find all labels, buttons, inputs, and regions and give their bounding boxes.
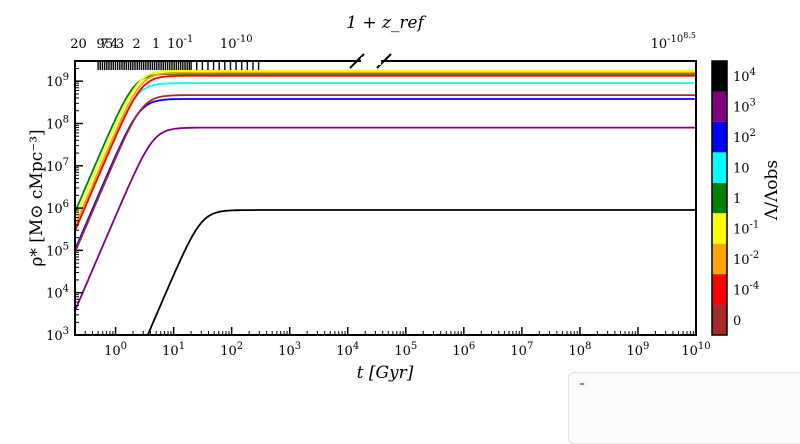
colorbar-swatch [712, 304, 727, 335]
y-tick-label: 108 [46, 114, 69, 132]
axis-break-mark [376, 53, 392, 69]
x-tick-label: 104 [336, 341, 359, 359]
colorbar-swatch [712, 182, 727, 214]
series-line [75, 94, 695, 253]
y-tick-label: 105 [46, 241, 69, 259]
x-tick-label: 107 [510, 341, 533, 359]
top-tick-label: 1 [152, 37, 160, 52]
x-tick-label: 102 [220, 341, 243, 359]
colorbar-tick-label: 102 [733, 128, 756, 146]
top-tick-label: 7 [100, 37, 108, 52]
top-tick-label: 10-10 [220, 34, 253, 52]
y-tick-label: 104 [46, 284, 69, 302]
top-tick-label: 3 [116, 37, 124, 52]
y-tick-label: 107 [46, 157, 69, 175]
series-group [75, 69, 695, 335]
colorbar-swatch [712, 243, 727, 275]
x-tick-label: 101 [162, 341, 185, 359]
colorbar-tick-label: 103 [733, 98, 756, 116]
y-axis: 103 104 105 106 107 108 109 [46, 60, 83, 344]
colorbar-swatch [712, 152, 727, 183]
colorbar-tick-label: 10-1 [733, 219, 759, 237]
y-tick-label: 109 [46, 72, 69, 90]
series-line [75, 74, 695, 232]
colorbar-frame [711, 60, 728, 336]
panel-marker [580, 383, 584, 385]
top-tick-label: 4 [110, 37, 118, 52]
y-axis-label: ρ* [M⊙ cMpc⁻³] [27, 129, 47, 266]
colorbar-swatch [712, 61, 727, 92]
colorbar-swatch [712, 121, 727, 153]
top-tick-label: 20 [70, 37, 87, 52]
x-axis-label: t [Gyr] [357, 363, 414, 383]
series-line [75, 72, 695, 213]
chart: 100 101 102 103 104 105 106 107 108 109 1010 10310… [27, 13, 782, 383]
colorbar-tick-label: 104 [733, 67, 756, 85]
top-tick-label: 10-108.5 [651, 31, 696, 52]
colorbar-swatch [712, 274, 727, 305]
colorbar-label: Λ/Λobs [762, 160, 782, 221]
top-tick-label: 2 [132, 37, 140, 52]
x-tick-label: 103 [278, 341, 301, 359]
x-tick-label: 108 [568, 341, 591, 359]
top-tick-label: 9 [96, 37, 104, 52]
series-line [75, 126, 695, 311]
x-tick-label: 105 [394, 341, 417, 359]
y-tick-label: 106 [46, 199, 69, 217]
series-line [75, 69, 695, 220]
y-tick-label: 103 [46, 326, 69, 344]
colorbar-tick-label: 10-4 [733, 280, 759, 298]
colorbar-tick-label: 10 [733, 162, 750, 177]
series-line [146, 209, 695, 335]
axis-break-mark [349, 53, 365, 69]
overlay-panel [568, 372, 800, 444]
top-tick-label: 10-1 [167, 34, 193, 52]
colorbar-swatch [712, 91, 727, 122]
x-tick-label: 100 [104, 341, 127, 359]
top-tick-label: 5 [105, 37, 113, 52]
colorbar-tick-label: 10-2 [733, 250, 759, 268]
plot-frame [74, 60, 697, 336]
axis-break-gap [361, 57, 381, 65]
x-tick-label: 109 [626, 341, 649, 359]
colorbar-swatch [712, 213, 727, 244]
x-tick-label: 1010 [681, 341, 710, 359]
colorbar-tick-label: 0 [733, 314, 741, 329]
x-tick-label: 106 [452, 341, 475, 359]
top-axis-label: 1 + z_ref [346, 13, 427, 33]
x-axis: 100 101 102 103 104 105 106 107 108 109 1010 [74, 327, 711, 359]
colorbar: 0 10-4 10-2 10-1 1 10 102 103 104 [711, 60, 759, 336]
series-line [75, 71, 695, 226]
series-line [75, 98, 695, 251]
colorbar-tick-label: 1 [733, 192, 741, 207]
series-line [75, 82, 695, 228]
